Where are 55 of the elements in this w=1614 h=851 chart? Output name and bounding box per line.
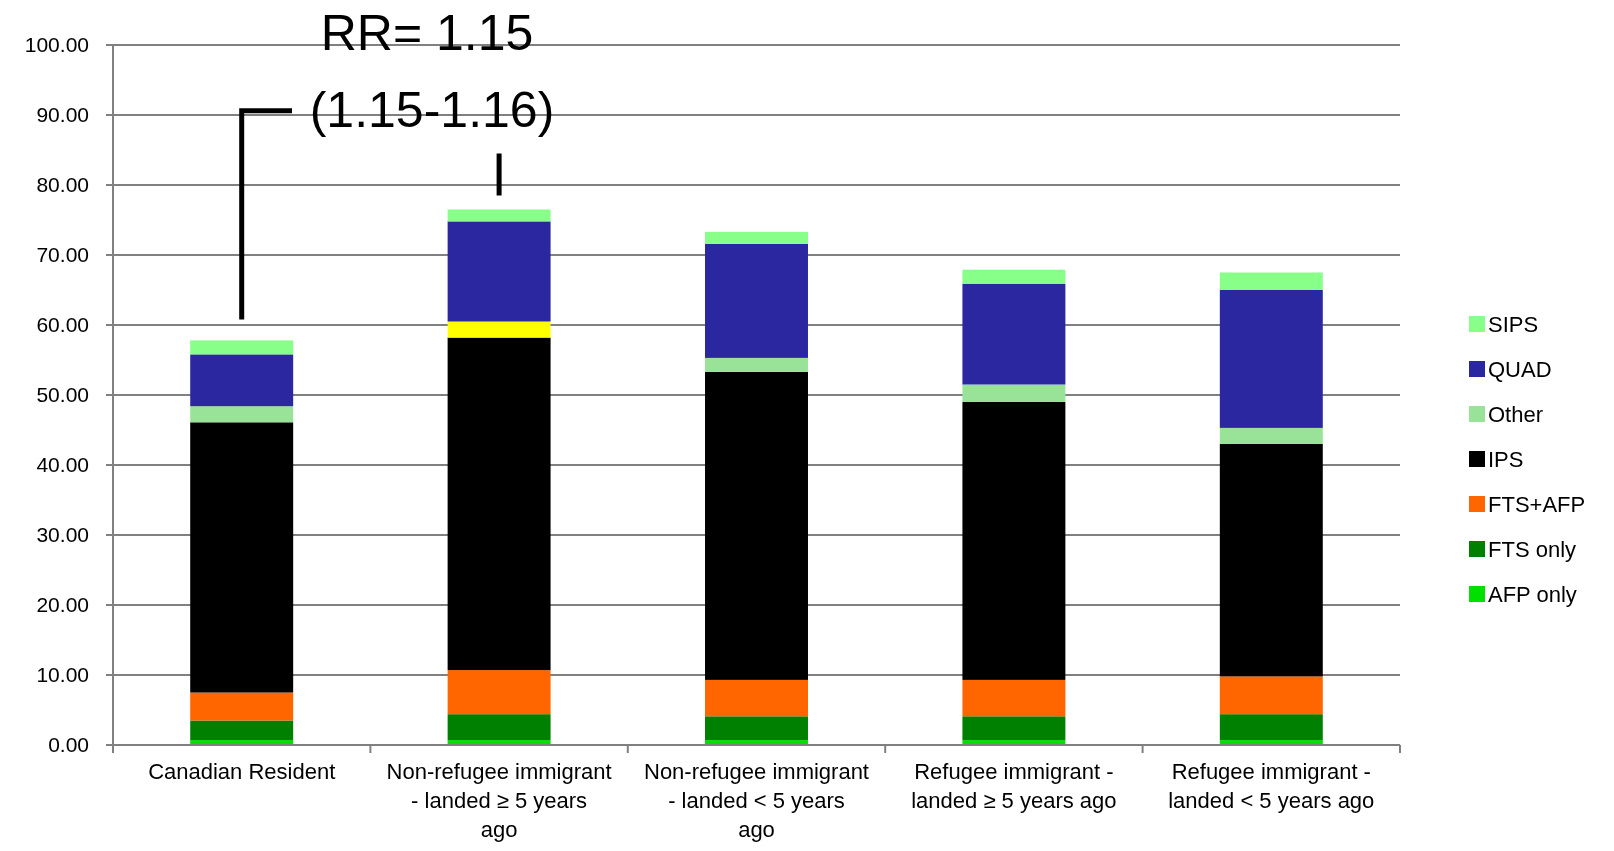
bar: [705, 231, 808, 244]
bar: [447, 221, 551, 322]
y-tick-label: 80.00: [36, 173, 89, 197]
x-tick-label: Non-refugee immigrant - landed ≥ 5 years ago: [386, 759, 612, 842]
bar: [705, 357, 808, 372]
bar: [1219, 676, 1323, 715]
bar: [962, 716, 1066, 741]
x-tick-label: Non-refugee immigrant - landed < 5 years ago: [644, 759, 869, 842]
bar: [447, 714, 551, 741]
legend-label: Other: [1488, 401, 1544, 427]
y-tick-label: 90.00: [36, 103, 89, 127]
bar: [1219, 714, 1323, 741]
y-tick-label: 10.00: [36, 663, 89, 687]
bar: [190, 340, 294, 355]
bar: [705, 679, 808, 717]
y-tick-label: 0.00: [48, 733, 89, 757]
legend-label: AFP only: [1488, 581, 1577, 607]
bar: [1219, 290, 1323, 428]
bar: [705, 371, 808, 680]
bar: [1219, 272, 1323, 290]
x-tick-label: Refugee immigrant - landed < 5 years ago: [1168, 759, 1375, 813]
bar: [1219, 427, 1323, 444]
bar: [190, 354, 294, 407]
legend-label: FTS+AFP: [1488, 491, 1586, 517]
bar: [447, 670, 551, 715]
legend-label: FTS only: [1488, 536, 1577, 562]
bar: [447, 321, 551, 338]
legend-label: SIPS: [1488, 311, 1539, 337]
x-tick-label: Canadian Resident: [148, 759, 336, 784]
bar: [447, 337, 551, 671]
y-tick-label: 20.00: [36, 593, 89, 617]
bar: [962, 269, 1066, 284]
bar: [962, 384, 1066, 402]
bar: [962, 679, 1066, 717]
bar: [190, 422, 294, 693]
y-tick-label: 30.00: [36, 523, 89, 547]
bar: [962, 283, 1066, 385]
annotation: RR= 1.15: [320, 5, 534, 61]
y-tick-label: 50.00: [36, 383, 89, 407]
bar: [190, 406, 294, 423]
bar: [190, 720, 294, 741]
bar: [705, 243, 808, 358]
bar: [190, 692, 294, 721]
y-tick-label: 40.00: [36, 453, 89, 477]
y-tick-label: 60.00: [36, 313, 89, 337]
legend-label: IPS: [1488, 446, 1524, 472]
x-tick-label: Refugee immigrant - landed ≥ 5 years ago: [911, 759, 1117, 813]
y-tick-label: 70.00: [36, 243, 89, 267]
annotation: (1.15-1.16): [309, 82, 555, 138]
bar: [962, 402, 1066, 680]
bar: [705, 716, 808, 741]
y-tick-label: 100.00: [24, 33, 89, 57]
legend-label: QUAD: [1488, 356, 1552, 382]
bar: [447, 209, 551, 222]
bar: [1219, 444, 1323, 677]
